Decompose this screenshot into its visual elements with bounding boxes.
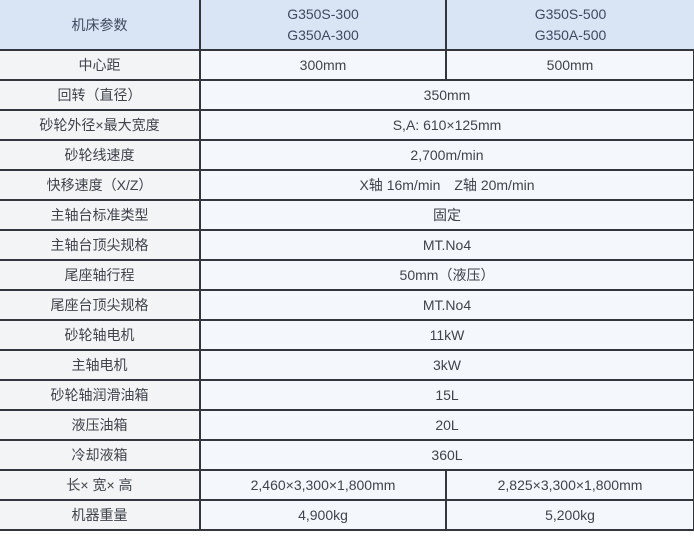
row-value: 固定	[199, 199, 694, 231]
row-label: 主轴电机	[0, 349, 201, 381]
row-value: 5,200kg	[445, 499, 694, 531]
row-value: 2,825×3,300×1,800mm	[445, 469, 694, 501]
row-value: S,A: 610×125mm	[199, 109, 694, 141]
header-model-500-line2: G350A-500	[534, 26, 607, 43]
row-value: 3kW	[199, 349, 694, 381]
row-label: 长× 宽× 高	[0, 469, 201, 501]
table-row: 尾座轴行程 50mm（液压）	[0, 259, 694, 291]
row-label: 中心距	[0, 49, 201, 81]
row-label: 回转（直径）	[0, 79, 201, 111]
table-row: 中心距 300mm 500mm	[0, 49, 694, 81]
row-value: 50mm（液压）	[199, 259, 694, 291]
table-row: 尾座台顶尖规格 MT.No4	[0, 289, 694, 321]
row-value: 20L	[199, 409, 694, 441]
header-param-label: 机床参数	[0, 0, 201, 51]
table-row: 机器重量 4,900kg 5,200kg	[0, 499, 694, 531]
table-row: 快移速度（X/Z） X轴 16m/min Z轴 20m/min	[0, 169, 694, 201]
row-label: 主轴台标准类型	[0, 199, 201, 231]
row-value: 360L	[199, 439, 694, 471]
header-model-500-line1: G350S-500	[534, 5, 607, 22]
row-label: 砂轮线速度	[0, 139, 201, 171]
row-value: 2,460×3,300×1,800mm	[199, 469, 447, 501]
row-label: 主轴台顶尖规格	[0, 229, 201, 261]
row-label: 砂轮轴润滑油箱	[0, 379, 201, 411]
row-value: 11kW	[199, 319, 694, 351]
table-row: 液压油箱 20L	[0, 409, 694, 441]
row-label: 砂轮外径×最大宽度	[0, 109, 201, 141]
table-row: 砂轮线速度 2,700m/min	[0, 139, 694, 171]
row-value: MT.No4	[199, 229, 694, 261]
table-row: 冷却液箱 360L	[0, 439, 694, 471]
row-label: 尾座台顶尖规格	[0, 289, 201, 321]
table-row: 砂轮外径×最大宽度 S,A: 610×125mm	[0, 109, 694, 141]
header-model-300: G350S-300 G350A-300	[199, 0, 447, 51]
header-model-500: G350S-500 G350A-500	[445, 0, 694, 51]
table-header: 机床参数 G350S-300 G350A-300 G350S-500 G350A…	[0, 0, 694, 51]
row-value: 2,700m/min	[199, 139, 694, 171]
row-label: 快移速度（X/Z）	[0, 169, 201, 201]
row-label: 机器重量	[0, 499, 201, 531]
table-row: 砂轮轴润滑油箱 15L	[0, 379, 694, 411]
header-model-300-line1: G350S-300	[287, 5, 359, 22]
row-label: 尾座轴行程	[0, 259, 201, 291]
row-value: 300mm	[199, 49, 447, 81]
table-row: 主轴台顶尖规格 MT.No4	[0, 229, 694, 261]
table-row: 砂轮轴电机 11kW	[0, 319, 694, 351]
table-row: 回转（直径） 350mm	[0, 79, 694, 111]
row-value: MT.No4	[199, 289, 694, 321]
header-model-300-line2: G350A-300	[287, 26, 359, 43]
table-header-row: 机床参数 G350S-300 G350A-300 G350S-500 G350A…	[0, 0, 694, 51]
spec-table-body: 中心距 300mm 500mm 回转（直径） 350mm 砂轮外径×最大宽度 S,A: 61…	[0, 49, 694, 531]
table-row: 主轴电机 3kW	[0, 349, 694, 381]
row-label: 冷却液箱	[0, 439, 201, 471]
row-value: 500mm	[445, 49, 694, 81]
row-value: 15L	[199, 379, 694, 411]
table-row: 长× 宽× 高 2,460×3,300×1,800mm 2,825×3,300×1,…	[0, 469, 694, 501]
row-label: 砂轮轴电机	[0, 319, 201, 351]
row-label: 液压油箱	[0, 409, 201, 441]
row-value: 350mm	[199, 79, 694, 111]
table-row: 主轴台标准类型 固定	[0, 199, 694, 231]
row-value: X轴 16m/min Z轴 20m/min	[199, 169, 694, 201]
row-value: 4,900kg	[199, 499, 447, 531]
